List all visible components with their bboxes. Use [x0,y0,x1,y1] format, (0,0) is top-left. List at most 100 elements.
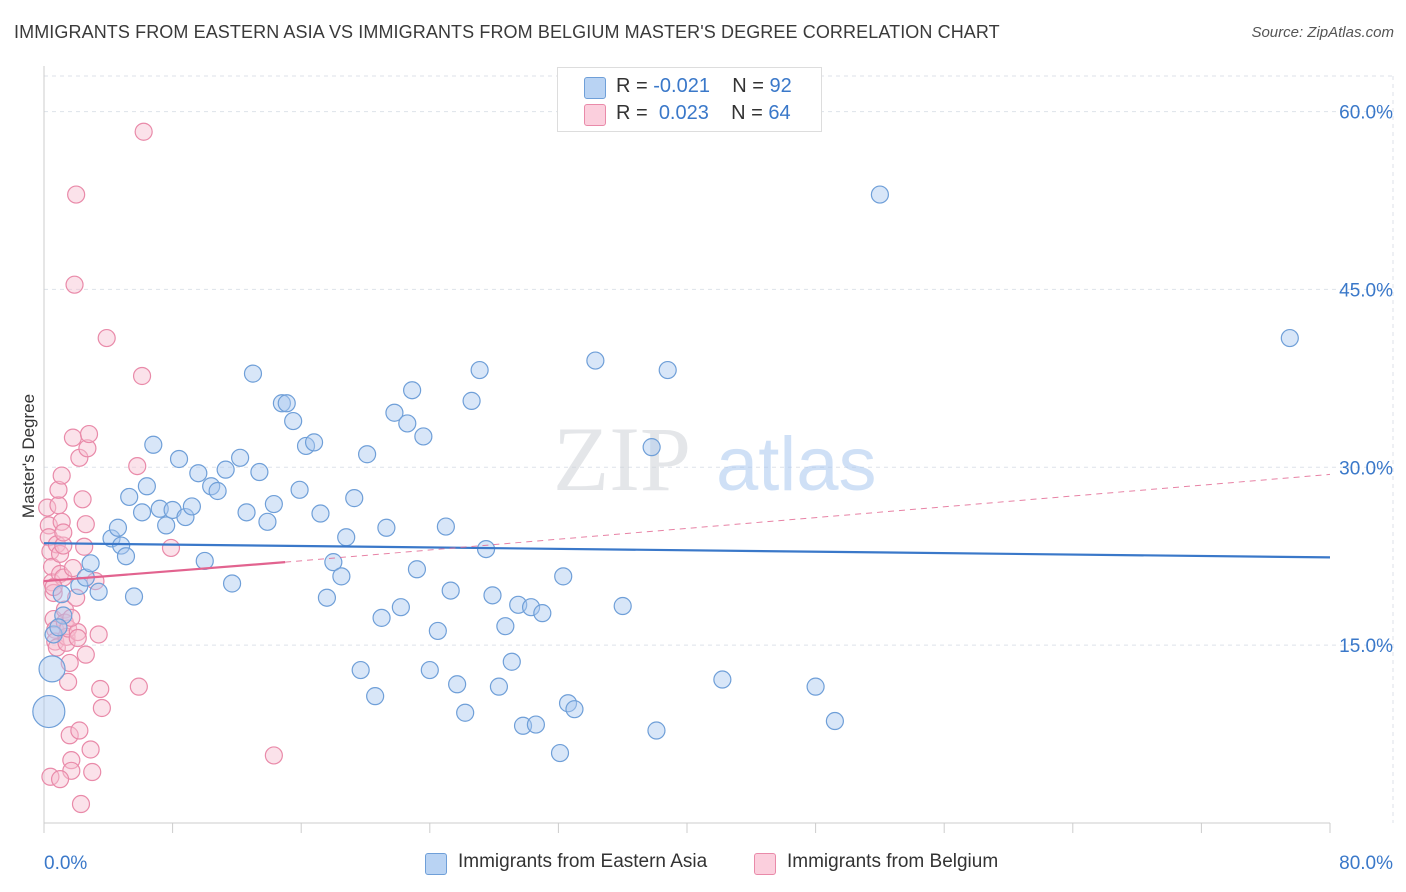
eastern-asia-point [116,547,136,566]
belgium-point [76,515,95,534]
eastern-asia-point [550,743,570,763]
eastern-asia-point [290,480,309,499]
y-tick-label: 60.0% [1339,103,1393,124]
eastern-asia-point [243,364,263,383]
y-tick-label: 30.0% [1339,458,1393,479]
eastern-asia-point [277,394,296,413]
eastern-asia-point [345,489,364,508]
eastern-asia-point [613,596,632,616]
eastern-asia-point [513,716,533,735]
belgium-point [50,770,70,789]
eastern-asia-point [222,574,242,593]
eastern-asia-point [150,499,169,518]
belgium-point [134,122,153,141]
eastern-asia-point [420,660,439,680]
eastern-asia-point [231,448,250,467]
belgium-point [76,645,95,664]
y-tick-label: 15.0% [1339,636,1393,657]
eastern-asia-point [250,462,269,482]
trend-line-belgium-extended [285,473,1331,563]
belgium-point [75,537,94,556]
eastern-asia-point [825,711,844,731]
belgium-point [128,457,147,476]
belgium-point [78,439,97,458]
eastern-asia-point [38,655,66,683]
eastern-asia-point [304,433,324,452]
belgium-point [91,679,110,699]
eastern-asia-point [169,449,189,469]
eastern-asia-point [441,581,460,600]
belgium-point [54,523,73,542]
eastern-asia-point [870,185,890,204]
source-credit: Source: ZipAtlas.com [1251,24,1394,41]
eastern-asia-point [806,677,825,696]
trend-lines [43,473,1331,583]
belgium-point [49,480,68,499]
legend-r-label: R = [616,75,648,97]
belgium-point [38,498,57,517]
eastern-asia-point [258,512,277,531]
eastern-asia-point [108,518,128,537]
eastern-asia-point [414,427,433,446]
legend-swatch-blue [584,77,606,99]
eastern-asia-point [264,494,283,514]
bottom-legend-label: Immigrants from Belgium [787,851,999,872]
eastern-asia-point [372,608,391,627]
eastern-asia-point [398,414,417,433]
series-belgium-points [38,122,283,814]
eastern-asia-point [124,587,144,606]
x-axis-left-label: 0.0% [44,853,87,874]
belgium-point [83,762,102,782]
eastern-asia-point [521,598,541,617]
eastern-asia-point [586,351,605,370]
belgium-point [63,428,83,447]
eastern-asia-point [176,507,195,527]
belgium-point [264,746,283,765]
eastern-asia-point [157,516,176,535]
belgium-point [132,366,152,386]
eastern-asia-point [713,670,732,689]
eastern-asia-point [182,497,201,516]
eastern-asia-point [132,503,152,522]
belgium-point [68,628,87,648]
correlation-legend: R = -0.021 N = 92 R = 0.023 N = 64 [557,67,822,132]
eastern-asia-point [311,504,330,523]
eastern-asia-point [642,438,661,457]
watermark-atlas: atlas [716,422,877,507]
tick-labels: 15.0% 30.0% 45.0% 60.0% [1339,103,1393,658]
eastern-asia-point [366,687,385,706]
legend-r-value: -0.021 [653,75,710,97]
eastern-asia-point [470,360,489,380]
eastern-asia-point [324,553,343,572]
belgium-point [59,672,78,692]
belgium-point [70,721,89,740]
eastern-asia-point [526,715,545,734]
legend-n-value: 92 [769,75,792,97]
legend-r-label: R = [616,102,648,124]
eastern-asia-point [565,700,584,719]
eastern-asia-point [456,703,475,722]
trend-line-eastern-asia [43,542,1331,559]
eastern-asia-point [102,529,121,548]
belgium-point [79,424,99,444]
belgium-point [54,536,73,555]
eastern-asia-point [502,652,521,671]
belgium-point [67,185,86,204]
eastern-asia-point [496,617,515,636]
legend-n-label: N = [731,102,763,124]
legend-n-label: N = [732,75,764,97]
belgium-point [52,466,71,485]
eastern-asia-point [189,464,208,483]
eastern-asia-point [358,445,377,464]
belgium-point [67,588,86,607]
eastern-asia-point [49,618,68,637]
eastern-asia-point [403,381,422,400]
belgium-point [92,698,111,718]
trend-line-belgium [43,561,286,583]
y-axis-label: Master's Degree [19,394,38,518]
eastern-asia-point [89,582,108,601]
belgium-point [60,726,79,745]
eastern-asia-point [137,477,156,496]
belgium-point [73,490,92,509]
